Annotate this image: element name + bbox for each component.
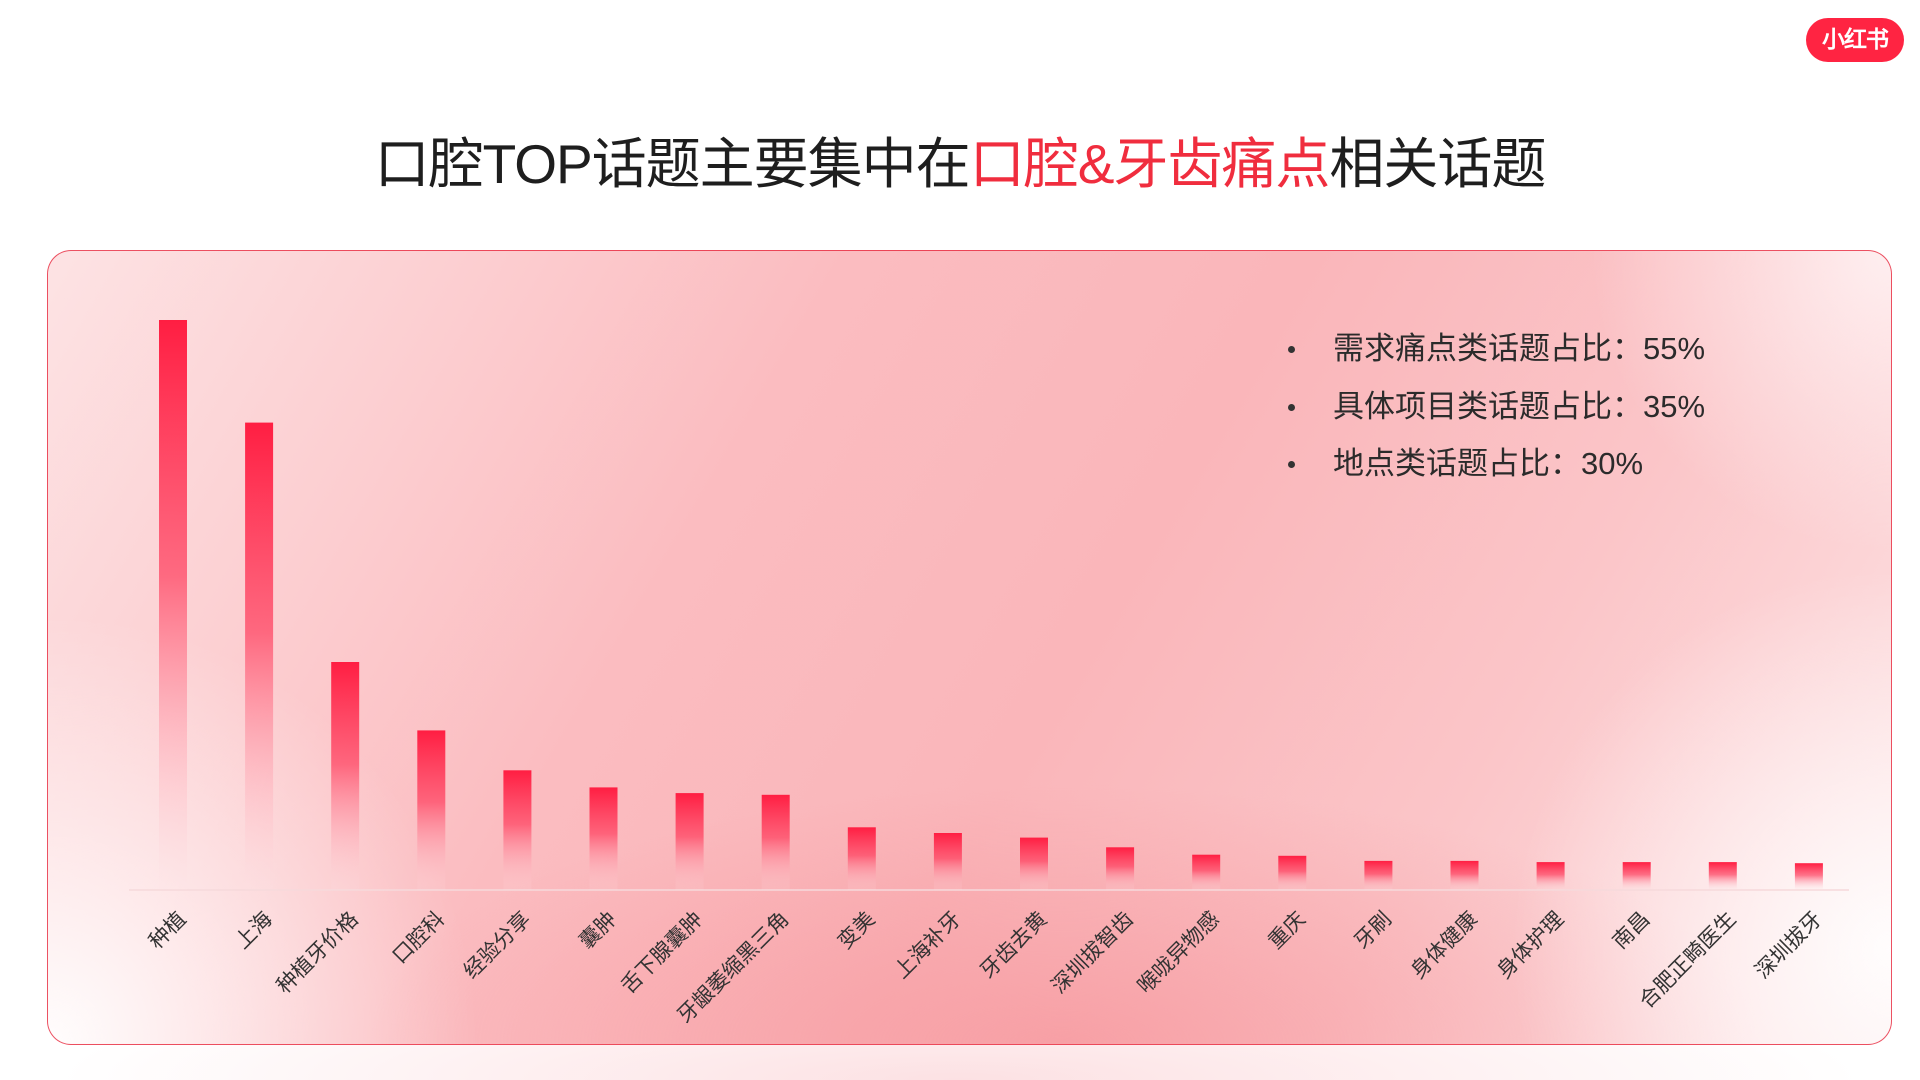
annotation-item: 具体项目类话题占比：35%: [1283, 378, 1843, 436]
annotation-text-demand: 需求痛点类话题占比：55%: [1333, 331, 1706, 366]
chart-panel: [47, 250, 1892, 1045]
title-text-before: 口腔TOP话题主要集中在: [374, 133, 971, 195]
bullet-marker: [1288, 461, 1295, 468]
bullet-marker: [1288, 346, 1295, 353]
page-title: 口腔TOP话题主要集中在口腔&牙齿痛点相关话题: [0, 128, 1920, 200]
annotation-list: 需求痛点类话题占比：55% 具体项目类话题占比：35% 地点类话题占比：30%: [1283, 320, 1843, 493]
annotation-text-location: 地点类话题占比：30%: [1333, 446, 1644, 481]
annotation-text-project: 具体项目类话题占比：35%: [1333, 388, 1706, 424]
xiaohongshu-logo: 小红书: [1806, 18, 1904, 62]
bullet-marker: [1288, 403, 1295, 411]
annotation-item: 地点类话题占比：30%: [1283, 435, 1843, 493]
title-text-after: 相关话题: [1329, 133, 1546, 195]
title-highlight: 口腔&牙齿痛点: [969, 133, 1331, 195]
annotation-item: 需求痛点类话题占比：55%: [1283, 320, 1843, 378]
